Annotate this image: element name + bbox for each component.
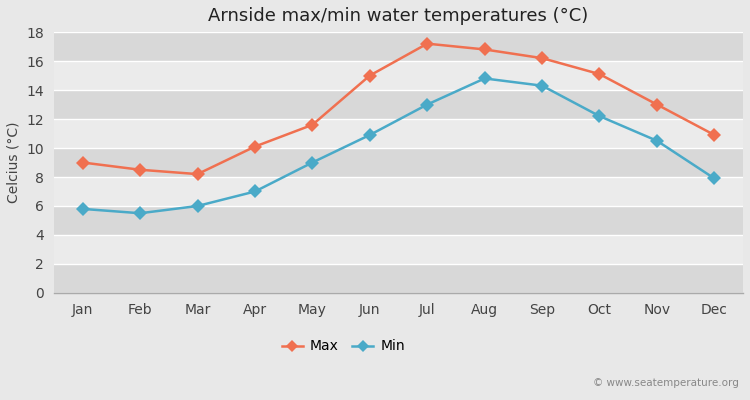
Min — [710, 176, 718, 181]
Min — [193, 204, 202, 208]
Max — [423, 41, 432, 46]
Max — [78, 160, 87, 165]
Bar — [54, 61, 743, 90]
Text: © www.seatemperature.org: © www.seatemperature.org — [592, 378, 739, 388]
Min — [251, 189, 260, 194]
Line: Min: Min — [78, 74, 719, 218]
Min — [78, 206, 87, 211]
Max — [193, 172, 202, 176]
Max — [365, 73, 374, 78]
Max — [595, 72, 604, 76]
Max — [251, 144, 260, 149]
Title: Arnside max/min water temperatures (°C): Arnside max/min water temperatures (°C) — [209, 7, 589, 25]
Bar — [54, 90, 743, 119]
Bar — [54, 32, 743, 61]
Bar — [54, 264, 743, 293]
Bar — [54, 148, 743, 177]
Max — [480, 47, 489, 52]
Line: Max: Max — [78, 39, 719, 179]
Min — [308, 160, 317, 165]
Min — [652, 138, 662, 143]
Bar — [54, 206, 743, 235]
Max — [308, 122, 317, 127]
Min — [365, 132, 374, 137]
Bar — [54, 177, 743, 206]
Max — [652, 102, 662, 107]
Max — [538, 56, 547, 60]
Bar — [54, 119, 743, 148]
Max — [136, 167, 145, 172]
Min — [480, 76, 489, 81]
Min — [595, 114, 604, 118]
Min — [136, 211, 145, 216]
Bar — [54, 235, 743, 264]
Min — [423, 102, 432, 107]
Min — [538, 83, 547, 88]
Legend: Max, Min: Max, Min — [276, 334, 410, 359]
Y-axis label: Celcius (°C): Celcius (°C) — [7, 122, 21, 203]
Max — [710, 132, 718, 137]
